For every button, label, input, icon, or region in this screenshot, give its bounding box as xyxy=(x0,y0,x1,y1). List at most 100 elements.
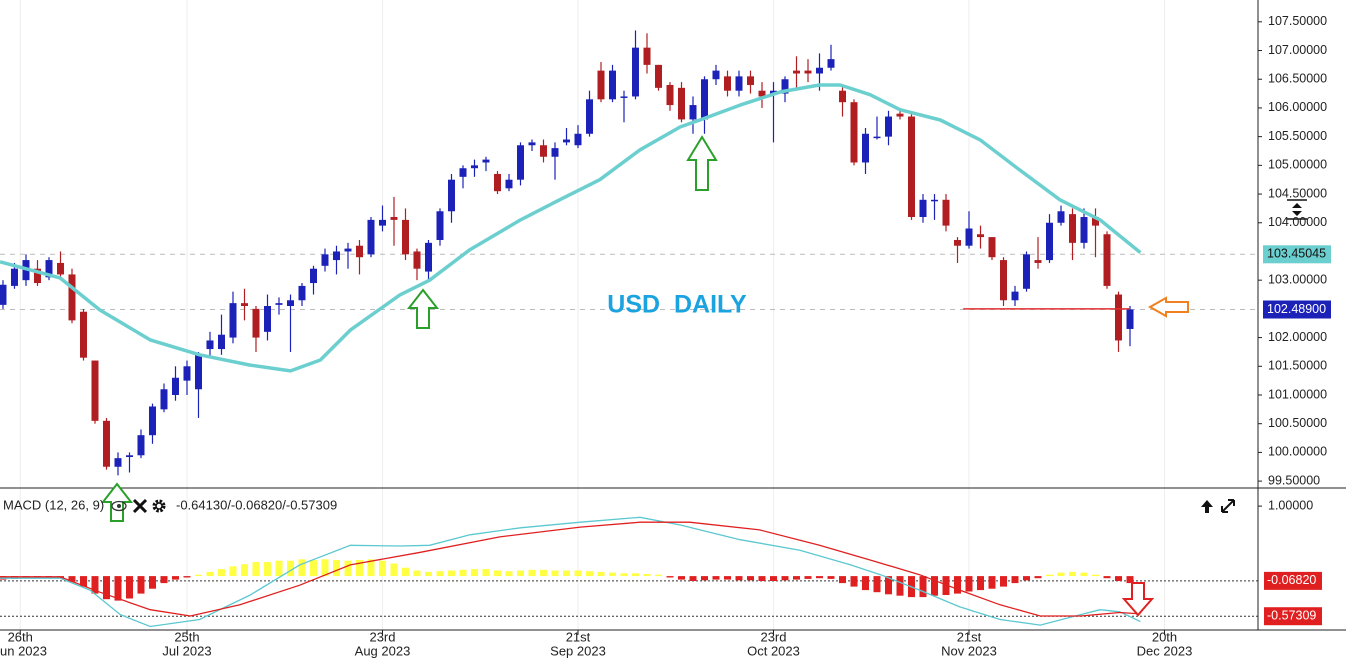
candle-body xyxy=(516,145,524,180)
price-label: 103.45045 xyxy=(1267,247,1326,261)
y-tick-label: 106.00000 xyxy=(1268,100,1327,114)
histogram-bar xyxy=(931,576,939,596)
maximize-icon[interactable] xyxy=(1221,499,1235,513)
candle-body xyxy=(574,133,582,146)
candle-body xyxy=(171,377,179,395)
histogram-bar xyxy=(804,576,812,579)
candle-body xyxy=(1034,260,1042,263)
histogram-bar xyxy=(700,576,708,581)
histogram-bar xyxy=(1069,571,1077,577)
eye-outline xyxy=(111,500,127,512)
histogram-bar xyxy=(1092,574,1100,577)
candle-body xyxy=(459,168,467,177)
candle-body xyxy=(885,116,893,137)
candle-body xyxy=(597,70,605,100)
histogram-bar xyxy=(919,576,927,598)
histogram-bar xyxy=(68,576,76,582)
candle-body xyxy=(758,90,766,97)
histogram-bar xyxy=(378,560,386,577)
histogram-bar xyxy=(873,576,881,593)
candle-body xyxy=(839,90,847,103)
candle-body xyxy=(390,217,398,220)
x-tick-sublabel: Jul 2023 xyxy=(162,643,211,658)
candle-body xyxy=(447,179,455,212)
histogram-bar xyxy=(839,576,847,584)
candle-body xyxy=(1080,217,1088,243)
marker-label-bg xyxy=(1264,607,1322,626)
candle-body xyxy=(988,237,996,258)
settings-icon[interactable] xyxy=(152,499,166,513)
histogram-bar xyxy=(263,562,271,577)
histogram-bar xyxy=(654,574,662,577)
scale-icon-arrows xyxy=(1292,203,1302,216)
y-tick-label: 100.00000 xyxy=(1268,445,1327,459)
histogram-bar xyxy=(689,576,697,581)
histogram-bar xyxy=(125,576,133,599)
candle-body xyxy=(286,300,294,307)
histogram-bar xyxy=(1126,576,1134,584)
candle-body xyxy=(919,199,927,218)
histogram-bar xyxy=(620,573,628,577)
candle-body xyxy=(1115,294,1123,341)
histogram-bar xyxy=(1034,576,1042,579)
histogram-bar xyxy=(148,576,156,589)
histogram-bar xyxy=(574,570,582,577)
histogram-bar xyxy=(424,571,432,577)
y-tick-label: 107.50000 xyxy=(1268,14,1327,28)
candle-body xyxy=(1011,291,1019,301)
histogram-bar xyxy=(321,559,329,577)
marks-layer xyxy=(0,30,1142,628)
candle-body xyxy=(562,139,570,143)
candle-body xyxy=(735,76,743,91)
candle-body xyxy=(206,340,214,350)
up-arrow xyxy=(100,482,134,522)
candle-body xyxy=(815,67,823,74)
y-tick-label: 104.50000 xyxy=(1268,186,1327,200)
x-tick-label: 26th xyxy=(8,629,33,644)
close-icon[interactable] xyxy=(132,498,148,514)
x-tick-sublabel: Nov 2023 xyxy=(941,643,997,658)
x-tick-label: 21st xyxy=(957,629,982,644)
candle-body xyxy=(275,303,283,305)
histogram-bar xyxy=(344,560,352,577)
marker-label: -0.06820 xyxy=(1267,573,1316,587)
histogram-bar xyxy=(298,559,306,577)
annotation: USD DAILY xyxy=(607,291,747,319)
x-tick-label: 21st xyxy=(566,629,591,644)
candle-body xyxy=(827,59,835,68)
x-tick-label: 25th xyxy=(174,629,199,644)
histogram-bar xyxy=(643,574,651,577)
histogram-bar xyxy=(631,573,639,577)
eye-icon[interactable] xyxy=(111,500,127,512)
histogram-bar xyxy=(862,576,870,591)
histogram-bar xyxy=(355,560,363,577)
histogram-bar xyxy=(194,574,202,577)
candle-body xyxy=(183,366,191,381)
histogram-bar xyxy=(942,576,950,595)
candle-body xyxy=(367,219,375,255)
scale-icon-bg xyxy=(1285,198,1309,222)
x-tick-label: 23rd xyxy=(760,629,786,644)
candle-body xyxy=(700,79,708,120)
candle-body xyxy=(68,274,76,321)
scale-icon[interactable] xyxy=(1285,198,1309,222)
move-up-icon[interactable] xyxy=(1201,500,1213,513)
histogram-bar xyxy=(977,576,985,591)
marker-label-bg xyxy=(1264,571,1322,590)
candle-body xyxy=(137,435,145,456)
candle-body xyxy=(401,219,409,255)
y-tick-label: 101.00000 xyxy=(1268,387,1327,401)
histogram-bar xyxy=(746,576,754,581)
gear-hub xyxy=(155,502,163,510)
candle-body xyxy=(482,159,490,163)
y-tick-label: 102.00000 xyxy=(1268,330,1327,344)
histogram-bar xyxy=(1115,576,1123,581)
candle-body xyxy=(33,268,41,284)
candle-body xyxy=(1046,222,1054,261)
histogram-bar xyxy=(79,576,87,587)
x-tick-sublabel: Jun 2023 xyxy=(0,643,47,658)
candle-body xyxy=(528,142,536,146)
x-tick-label: 23rd xyxy=(369,629,395,644)
